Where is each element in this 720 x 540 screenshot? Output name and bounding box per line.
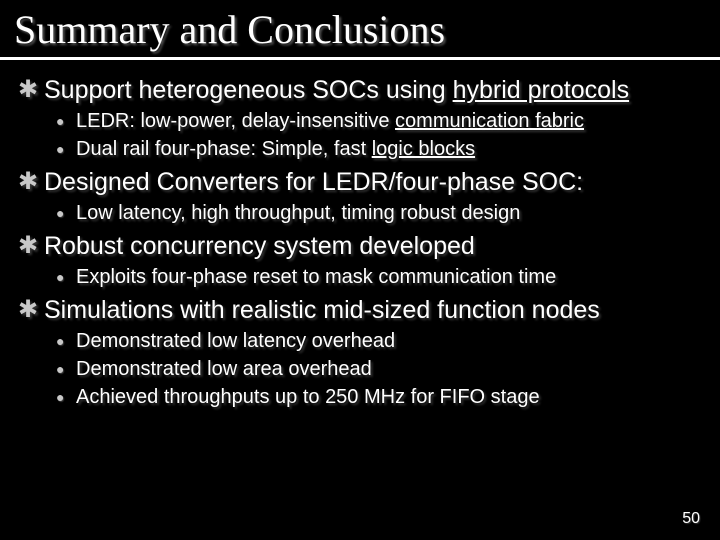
sublist-text: Achieved throughputs up to 250 MHz for F…: [76, 384, 540, 410]
bullet-icon: ●: [56, 200, 76, 226]
asterisk-icon: ✱: [18, 294, 44, 326]
sublist-text: Demonstrated low area overhead: [76, 356, 372, 382]
slide: Summary and Conclusions ✱ Support hetero…: [0, 0, 720, 540]
bullet-icon: ●: [56, 384, 76, 410]
sublist-text: Exploits four-phase reset to mask commun…: [76, 264, 556, 290]
list-item: ✱ Robust concurrency system developed: [18, 230, 702, 262]
asterisk-icon: ✱: [18, 74, 44, 106]
bullet-icon: ●: [56, 328, 76, 354]
sublist-item: ● Demonstrated low area overhead: [56, 356, 702, 382]
slide-content: ✱ Support heterogeneous SOCs using hybri…: [0, 74, 720, 410]
page-number: 50: [682, 510, 700, 528]
slide-title: Summary and Conclusions: [0, 0, 720, 57]
list-text: Robust concurrency system developed: [44, 230, 475, 262]
list-item: ✱ Support heterogeneous SOCs using hybri…: [18, 74, 702, 106]
bullet-icon: ●: [56, 356, 76, 382]
sublist-text: Low latency, high throughput, timing rob…: [76, 200, 520, 226]
list-item: ✱ Designed Converters for LEDR/four-phas…: [18, 166, 702, 198]
bullet-icon: ●: [56, 108, 76, 134]
bullet-icon: ●: [56, 136, 76, 162]
list-item: ✱ Simulations with realistic mid-sized f…: [18, 294, 702, 326]
list-text: Designed Converters for LEDR/four-phase …: [44, 166, 583, 198]
sublist-text: LEDR: low-power, delay-insensitive commu…: [76, 108, 584, 134]
sublist-text: Demonstrated low latency overhead: [76, 328, 395, 354]
asterisk-icon: ✱: [18, 166, 44, 198]
sublist-item: ● Exploits four-phase reset to mask comm…: [56, 264, 702, 290]
sublist-item: ● Demonstrated low latency overhead: [56, 328, 702, 354]
sublist-item: ● Low latency, high throughput, timing r…: [56, 200, 702, 226]
sublist-item: ● LEDR: low-power, delay-insensitive com…: [56, 108, 702, 134]
sublist-item: ● Achieved throughputs up to 250 MHz for…: [56, 384, 702, 410]
sublist-text: Dual rail four-phase: Simple, fast logic…: [76, 136, 475, 162]
list-text: Simulations with realistic mid-sized fun…: [44, 294, 600, 326]
title-rule: [0, 57, 720, 60]
bullet-icon: ●: [56, 264, 76, 290]
asterisk-icon: ✱: [18, 230, 44, 262]
sublist-item: ● Dual rail four-phase: Simple, fast log…: [56, 136, 702, 162]
list-text: Support heterogeneous SOCs using hybrid …: [44, 74, 629, 106]
